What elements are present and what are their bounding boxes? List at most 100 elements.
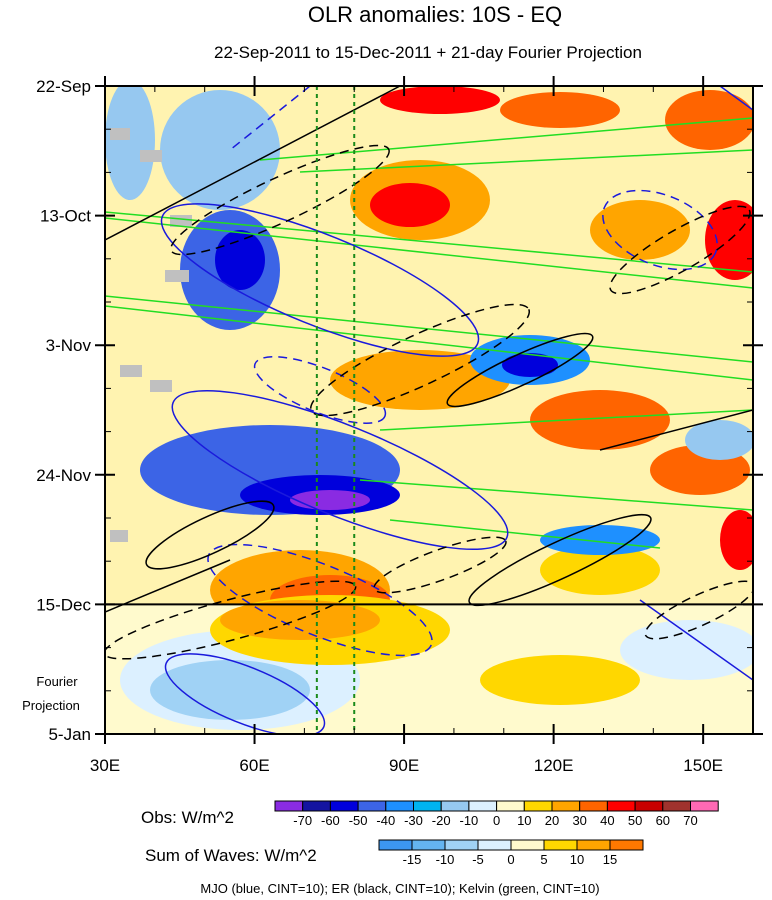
waves_colorbar-level-label: -5 bbox=[472, 852, 484, 867]
er-contours bbox=[105, 86, 753, 660]
x-axis: 30E 60E 90E 120E 150E bbox=[90, 76, 723, 775]
mjo-contour bbox=[164, 653, 326, 734]
waves_colorbar-level-label: -10 bbox=[436, 852, 455, 867]
waves_colorbar-level-label: 0 bbox=[507, 852, 514, 867]
obs_colorbar-swatch bbox=[523, 800, 553, 812]
obs-cell bbox=[330, 350, 510, 410]
x-tick-label: 120E bbox=[534, 756, 574, 775]
x-tick-label: 90E bbox=[389, 756, 419, 775]
obs-cell bbox=[370, 183, 450, 227]
obs-cell bbox=[502, 353, 558, 377]
obs_colorbar-level-label: 70 bbox=[683, 813, 697, 828]
reference-longitude-lines bbox=[315, 86, 356, 734]
obs-cell bbox=[165, 270, 189, 282]
kelvin-contour bbox=[105, 217, 753, 289]
obs_colorbar-level-label: 50 bbox=[628, 813, 642, 828]
obs_colorbar-level-label: 30 bbox=[572, 813, 586, 828]
obs_colorbar-swatch bbox=[302, 800, 331, 812]
obs_colorbar-swatch bbox=[440, 800, 470, 812]
obs-cell bbox=[150, 380, 172, 392]
obs_colorbar-swatch bbox=[551, 800, 581, 812]
obs_colorbar-level-label: 0 bbox=[493, 813, 500, 828]
wave-contours bbox=[105, 86, 753, 734]
er-contour bbox=[105, 559, 231, 613]
obs_colorbar-level-label: 40 bbox=[600, 813, 614, 828]
mjo-contour bbox=[171, 389, 509, 551]
obs-cell bbox=[530, 390, 670, 450]
obs-cell bbox=[160, 90, 280, 210]
obs_colorbar-swatch bbox=[662, 800, 691, 812]
mjo-contour bbox=[602, 189, 718, 271]
obs_colorbar-swatch bbox=[329, 800, 359, 812]
obs-cell bbox=[665, 90, 753, 150]
obs-cell bbox=[110, 530, 128, 542]
obs_colorbar-swatch bbox=[606, 800, 636, 812]
waves_colorbar-swatch bbox=[477, 839, 512, 851]
er-contour bbox=[446, 332, 594, 408]
x-tick-label: 150E bbox=[683, 756, 723, 775]
er-contour bbox=[644, 580, 753, 640]
y-axis: 22-Sep 13-Oct 3-Nov 24-Nov 15-Dec 5-Jan bbox=[36, 77, 763, 744]
obs_colorbar-level-label: -60 bbox=[321, 813, 340, 828]
projection-cell bbox=[150, 660, 310, 720]
obs-cell bbox=[540, 545, 660, 595]
obs_colorbar-swatch bbox=[385, 800, 414, 812]
obs-cell bbox=[720, 510, 753, 570]
projection-label-line-2: Projection bbox=[22, 698, 80, 713]
er-contour bbox=[468, 513, 652, 607]
obs_colorbar-level-label: 10 bbox=[517, 813, 531, 828]
waves-colorbar-label: Sum of Waves: W/m^2 bbox=[145, 846, 317, 865]
obs_colorbar-level-label: -20 bbox=[432, 813, 451, 828]
er-contour bbox=[145, 500, 275, 570]
obs_colorbar-swatch bbox=[413, 800, 442, 812]
mjo-contour bbox=[253, 356, 387, 424]
obs_colorbar-level-label: -40 bbox=[376, 813, 395, 828]
plot-frame bbox=[104, 85, 754, 735]
contour-legend: MJO (blue, CINT=10); ER (black, CINT=10)… bbox=[200, 881, 599, 896]
er-contour bbox=[309, 303, 531, 417]
chart-title: OLR anomalies: 10S - EQ bbox=[308, 2, 562, 27]
obs_colorbar-swatch bbox=[468, 800, 498, 812]
waves_colorbar-swatch bbox=[609, 839, 644, 851]
y-tick-label: 24-Nov bbox=[36, 466, 91, 485]
chart-subtitle: 22-Sep-2011 to 15-Dec-2011 + 21-day Four… bbox=[214, 43, 642, 62]
kelvin-contour bbox=[105, 305, 753, 381]
waves_colorbar-swatch bbox=[543, 839, 578, 851]
obs-cell bbox=[105, 86, 155, 200]
obs_colorbar-level-label: 20 bbox=[545, 813, 559, 828]
obs-colorbar: -70 -60 -50 -40 -30 -20 -10 0 10 20 30 40 50 60 70 bbox=[274, 800, 719, 828]
projection-label-line-1: Fourier bbox=[36, 674, 78, 689]
er-contour bbox=[599, 409, 753, 451]
waves_colorbar-swatch bbox=[510, 839, 545, 851]
obs-cell bbox=[590, 200, 690, 260]
obs-cell bbox=[540, 525, 660, 555]
waves_colorbar-level-label: 15 bbox=[603, 852, 617, 867]
mjo-contour bbox=[229, 86, 311, 151]
obs-cell bbox=[140, 150, 162, 162]
x-tick-label: 30E bbox=[90, 756, 120, 775]
y-tick-label: 22-Sep bbox=[36, 77, 91, 96]
kelvin-contour bbox=[379, 409, 753, 431]
projection-cell bbox=[220, 600, 380, 640]
projection-cell bbox=[480, 655, 640, 705]
obs-cell bbox=[110, 128, 130, 140]
obs_colorbar-level-label: 60 bbox=[656, 813, 670, 828]
x-tick-label: 60E bbox=[239, 756, 269, 775]
waves-colorbar: -15 -10 -5 0 5 10 15 bbox=[378, 839, 644, 867]
obs-colorbar-label: Obs: W/m^2 bbox=[141, 808, 234, 827]
obs_colorbar-level-label: -30 bbox=[404, 813, 423, 828]
obs-cell bbox=[290, 490, 370, 510]
waves_colorbar-level-label: 5 bbox=[540, 852, 547, 867]
obs-cell bbox=[120, 365, 142, 377]
kelvin-contour bbox=[105, 295, 753, 363]
er-contour bbox=[609, 205, 751, 295]
mjo-contour bbox=[160, 203, 480, 357]
mjo-contour bbox=[639, 599, 753, 681]
obs_colorbar-level-label: -50 bbox=[349, 813, 368, 828]
er-contour bbox=[170, 144, 390, 256]
y-tick-label: 15-Dec bbox=[36, 595, 91, 614]
projection-label: Fourier Projection bbox=[22, 674, 80, 713]
plot-area bbox=[104, 85, 754, 735]
obs-cell bbox=[685, 420, 753, 460]
